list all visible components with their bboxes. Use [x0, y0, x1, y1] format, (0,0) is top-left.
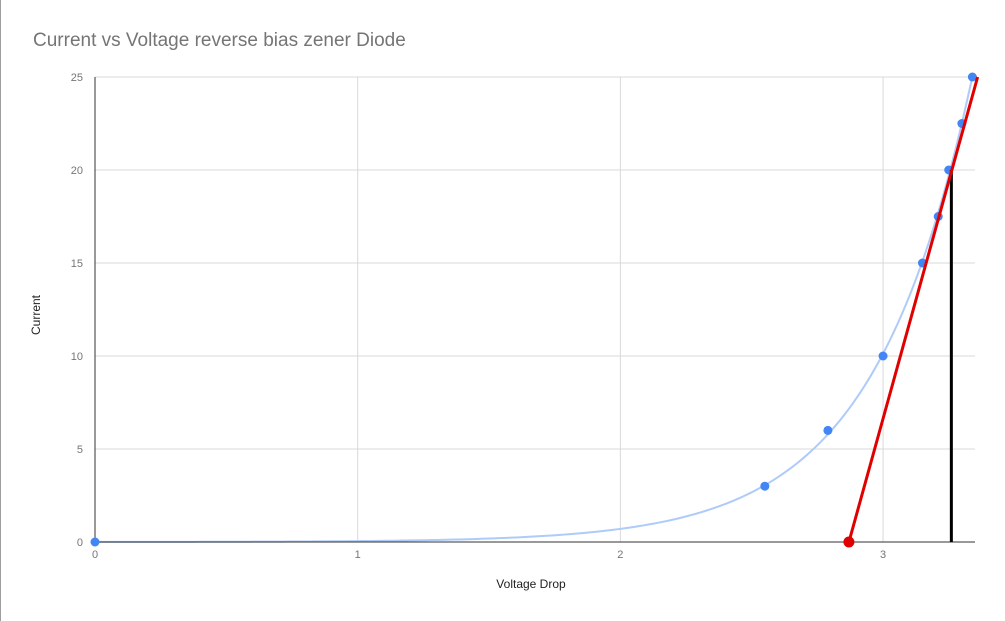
tick-label-layer: 0 5 10 15 20 25 0 1 2 3	[71, 72, 886, 561]
y-tick-label: 20	[71, 165, 83, 177]
grid-layer	[95, 76, 975, 542]
chart-title: Current vs Voltage reverse bias zener Di…	[33, 30, 406, 51]
data-point	[90, 537, 100, 547]
axis-layer	[94, 77, 975, 543]
trendline-layer	[94, 76, 974, 543]
x-tick-label: 0	[92, 549, 98, 561]
x-axis-title: Voltage Drop	[496, 577, 566, 591]
data-point	[823, 425, 833, 435]
y-tick-label: 10	[71, 351, 83, 363]
y-tick-label: 5	[77, 444, 83, 456]
y-tick-label: 25	[71, 72, 83, 84]
x-tick-label: 2	[617, 549, 623, 561]
annotation-layer	[843, 76, 980, 548]
tangent-intercept-point	[843, 536, 855, 548]
tangent-line	[847, 76, 980, 543]
y-axis-title: Current	[29, 294, 43, 335]
data-point	[967, 72, 977, 82]
data-point-layer	[90, 72, 977, 547]
trendline	[94, 76, 974, 543]
data-point	[760, 481, 770, 491]
x-tick-label: 3	[880, 549, 886, 561]
x-tick-label: 1	[355, 549, 361, 561]
left-border	[0, 0, 1, 621]
y-tick-label: 15	[71, 258, 83, 270]
y-tick-label: 0	[77, 537, 83, 549]
data-point	[878, 351, 888, 361]
